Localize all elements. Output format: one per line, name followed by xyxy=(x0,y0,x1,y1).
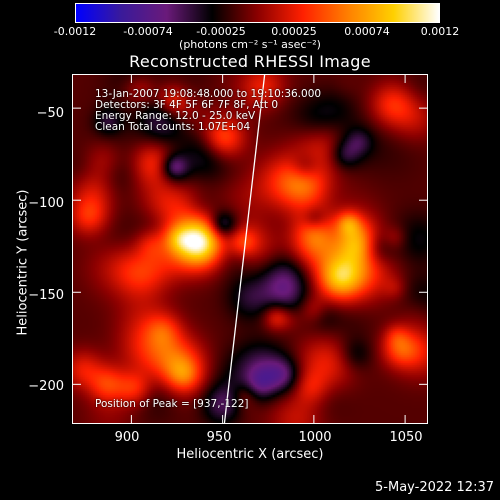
x-tick-label: 1000 xyxy=(298,430,332,445)
colorbar-tick-label: -0.0012 xyxy=(53,25,97,38)
annotation-total-counts: Clean Total counts: 1.07E+04 xyxy=(95,121,251,133)
annotation-time-range: 13-Jan-2007 19:08:48.000 to 19:10:36.000 xyxy=(95,88,322,100)
colorbar-tick-label: 0.00025 xyxy=(271,25,317,38)
x-tick-label: 1050 xyxy=(389,430,423,445)
x-tick-label: 900 xyxy=(114,430,140,445)
colorbar-tick-label: 0.0012 xyxy=(420,25,460,38)
x-axis-label: Heliocentric X (arcsec) xyxy=(176,447,324,462)
annotation-energy-range: Energy Range: 12.0 - 25.0 keV xyxy=(95,110,256,122)
y-tick-label: −200 xyxy=(28,379,64,394)
colorbar-tick-label: -0.00025 xyxy=(196,25,246,38)
y-axis-label: Heliocentric Y (arcsec) xyxy=(15,189,31,336)
annotation-peak-position: Position of Peak = [937,-122] xyxy=(95,398,249,410)
y-tick-label: −50 xyxy=(36,106,64,121)
colorbar-tick-label: -0.00074 xyxy=(123,25,173,38)
colorbar xyxy=(75,3,440,23)
solar-limb-line xyxy=(223,75,266,423)
plot-area: 13-Jan-2007 19:08:48.000 to 19:10:36.000… xyxy=(72,74,428,424)
colorbar-units-label: (photons cm⁻² s⁻¹ asec⁻²) xyxy=(179,38,321,51)
colorbar-tick-label: 0.00074 xyxy=(344,25,390,38)
x-tick-label: 950 xyxy=(206,430,232,445)
annotation-detectors: Detectors: 3F 4F 5F 6F 7F 8F, Att 0 xyxy=(95,99,279,111)
heatmap-image xyxy=(73,75,427,423)
y-tick-label: −100 xyxy=(28,196,64,211)
plot-overlay xyxy=(73,75,427,423)
y-tick-label: −150 xyxy=(28,288,64,303)
timestamp: 5-May-2022 12:37 xyxy=(375,480,494,495)
chart-title: Reconstructed RHESSI Image xyxy=(129,52,371,71)
